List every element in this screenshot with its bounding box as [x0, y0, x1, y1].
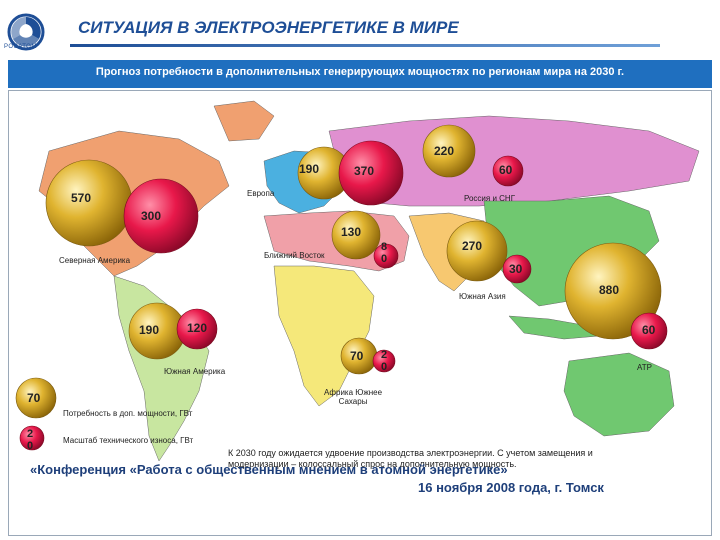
label-africa: Африка Южнее Сахары	[324, 388, 383, 406]
legend-replacement-label: Масштаб технического износа, ГВт	[63, 436, 194, 445]
label-south-asia: Южная Азия	[459, 292, 506, 301]
region-africa	[273, 265, 375, 407]
me-new-capacity-value: 130	[341, 225, 362, 239]
label-apac: АТР	[637, 363, 652, 372]
me-replacement-circle	[373, 243, 399, 269]
region-greenland	[213, 100, 275, 142]
rosatom-logo-icon	[7, 13, 45, 51]
sam-new-capacity-value: 190	[139, 323, 160, 337]
sam-replacement-value: 120	[187, 321, 208, 335]
cis-new-capacity-value: 220	[434, 144, 455, 158]
apac-new-capacity-value: 880	[599, 283, 620, 297]
world-map	[15, 100, 700, 462]
cis-new-capacity-circle	[422, 124, 476, 178]
label-south-america: Южная Америка	[164, 367, 226, 376]
sa-new-capacity-value: 270	[462, 239, 483, 253]
af-new-capacity-value: 70	[350, 349, 364, 363]
legend-replacement-circle	[19, 425, 45, 451]
label-north-america: Северная Америка	[59, 256, 131, 265]
apac-replacement-value: 60	[642, 323, 656, 337]
sam-replacement-circle	[176, 308, 218, 350]
page-title: СИТУАЦИЯ В ЭЛЕКТРОЭНЕРГЕТИКЕ В МИРЕ	[78, 18, 459, 37]
title-divider	[70, 44, 660, 47]
label-russia-cis: Россия и СНГ	[464, 194, 516, 203]
legend-replacement-value: 2 0	[27, 428, 34, 452]
na-replacement-circle	[123, 178, 199, 254]
footer-conference: «Конференция «Работа с общественным мнен…	[30, 462, 508, 477]
legend-new-capacity-label: Потребность в доп. мощности, ГВт	[63, 409, 193, 418]
af-replacement-value: 2 0	[381, 349, 388, 373]
na-replacement-value: 300	[141, 209, 162, 223]
region-australia	[563, 352, 675, 437]
sa-replacement-circle	[502, 254, 532, 284]
legend-new-capacity-circle	[15, 377, 57, 419]
eu-replacement-circle	[338, 140, 404, 206]
cis-replacement-value: 60	[499, 163, 513, 177]
subtitle-bar	[8, 60, 712, 88]
logo-text: РОСАТОМ	[4, 44, 37, 50]
cis-replacement-circle	[492, 155, 524, 187]
me-new-capacity-circle	[331, 210, 381, 260]
af-replacement-circle	[372, 349, 396, 373]
eu-new-capacity-value: 190	[299, 162, 320, 176]
label-middle-east: Ближний Восток	[264, 251, 325, 260]
eu-replacement-value: 370	[354, 164, 375, 178]
legend-new-capacity-value: 70	[27, 391, 41, 405]
me-replacement-value: 8 0	[381, 241, 388, 265]
na-new-capacity-value: 570	[71, 191, 92, 205]
sa-new-capacity-circle	[446, 220, 508, 282]
footer-date: 16 ноября 2008 года, г. Томск	[418, 480, 604, 495]
label-europe: Европа	[247, 189, 275, 198]
sa-replacement-value: 30	[509, 262, 523, 276]
world-map-panel: Северная Америка Европа Россия и СНГ Бли…	[8, 90, 712, 536]
page-subtitle: Прогноз потребности в дополнительных ген…	[95, 66, 625, 78]
apac-new-capacity-circle	[564, 242, 662, 340]
footer-note: К 2030 году ожидается удвоение производс…	[228, 448, 593, 469]
apac-replacement-circle	[630, 312, 668, 350]
